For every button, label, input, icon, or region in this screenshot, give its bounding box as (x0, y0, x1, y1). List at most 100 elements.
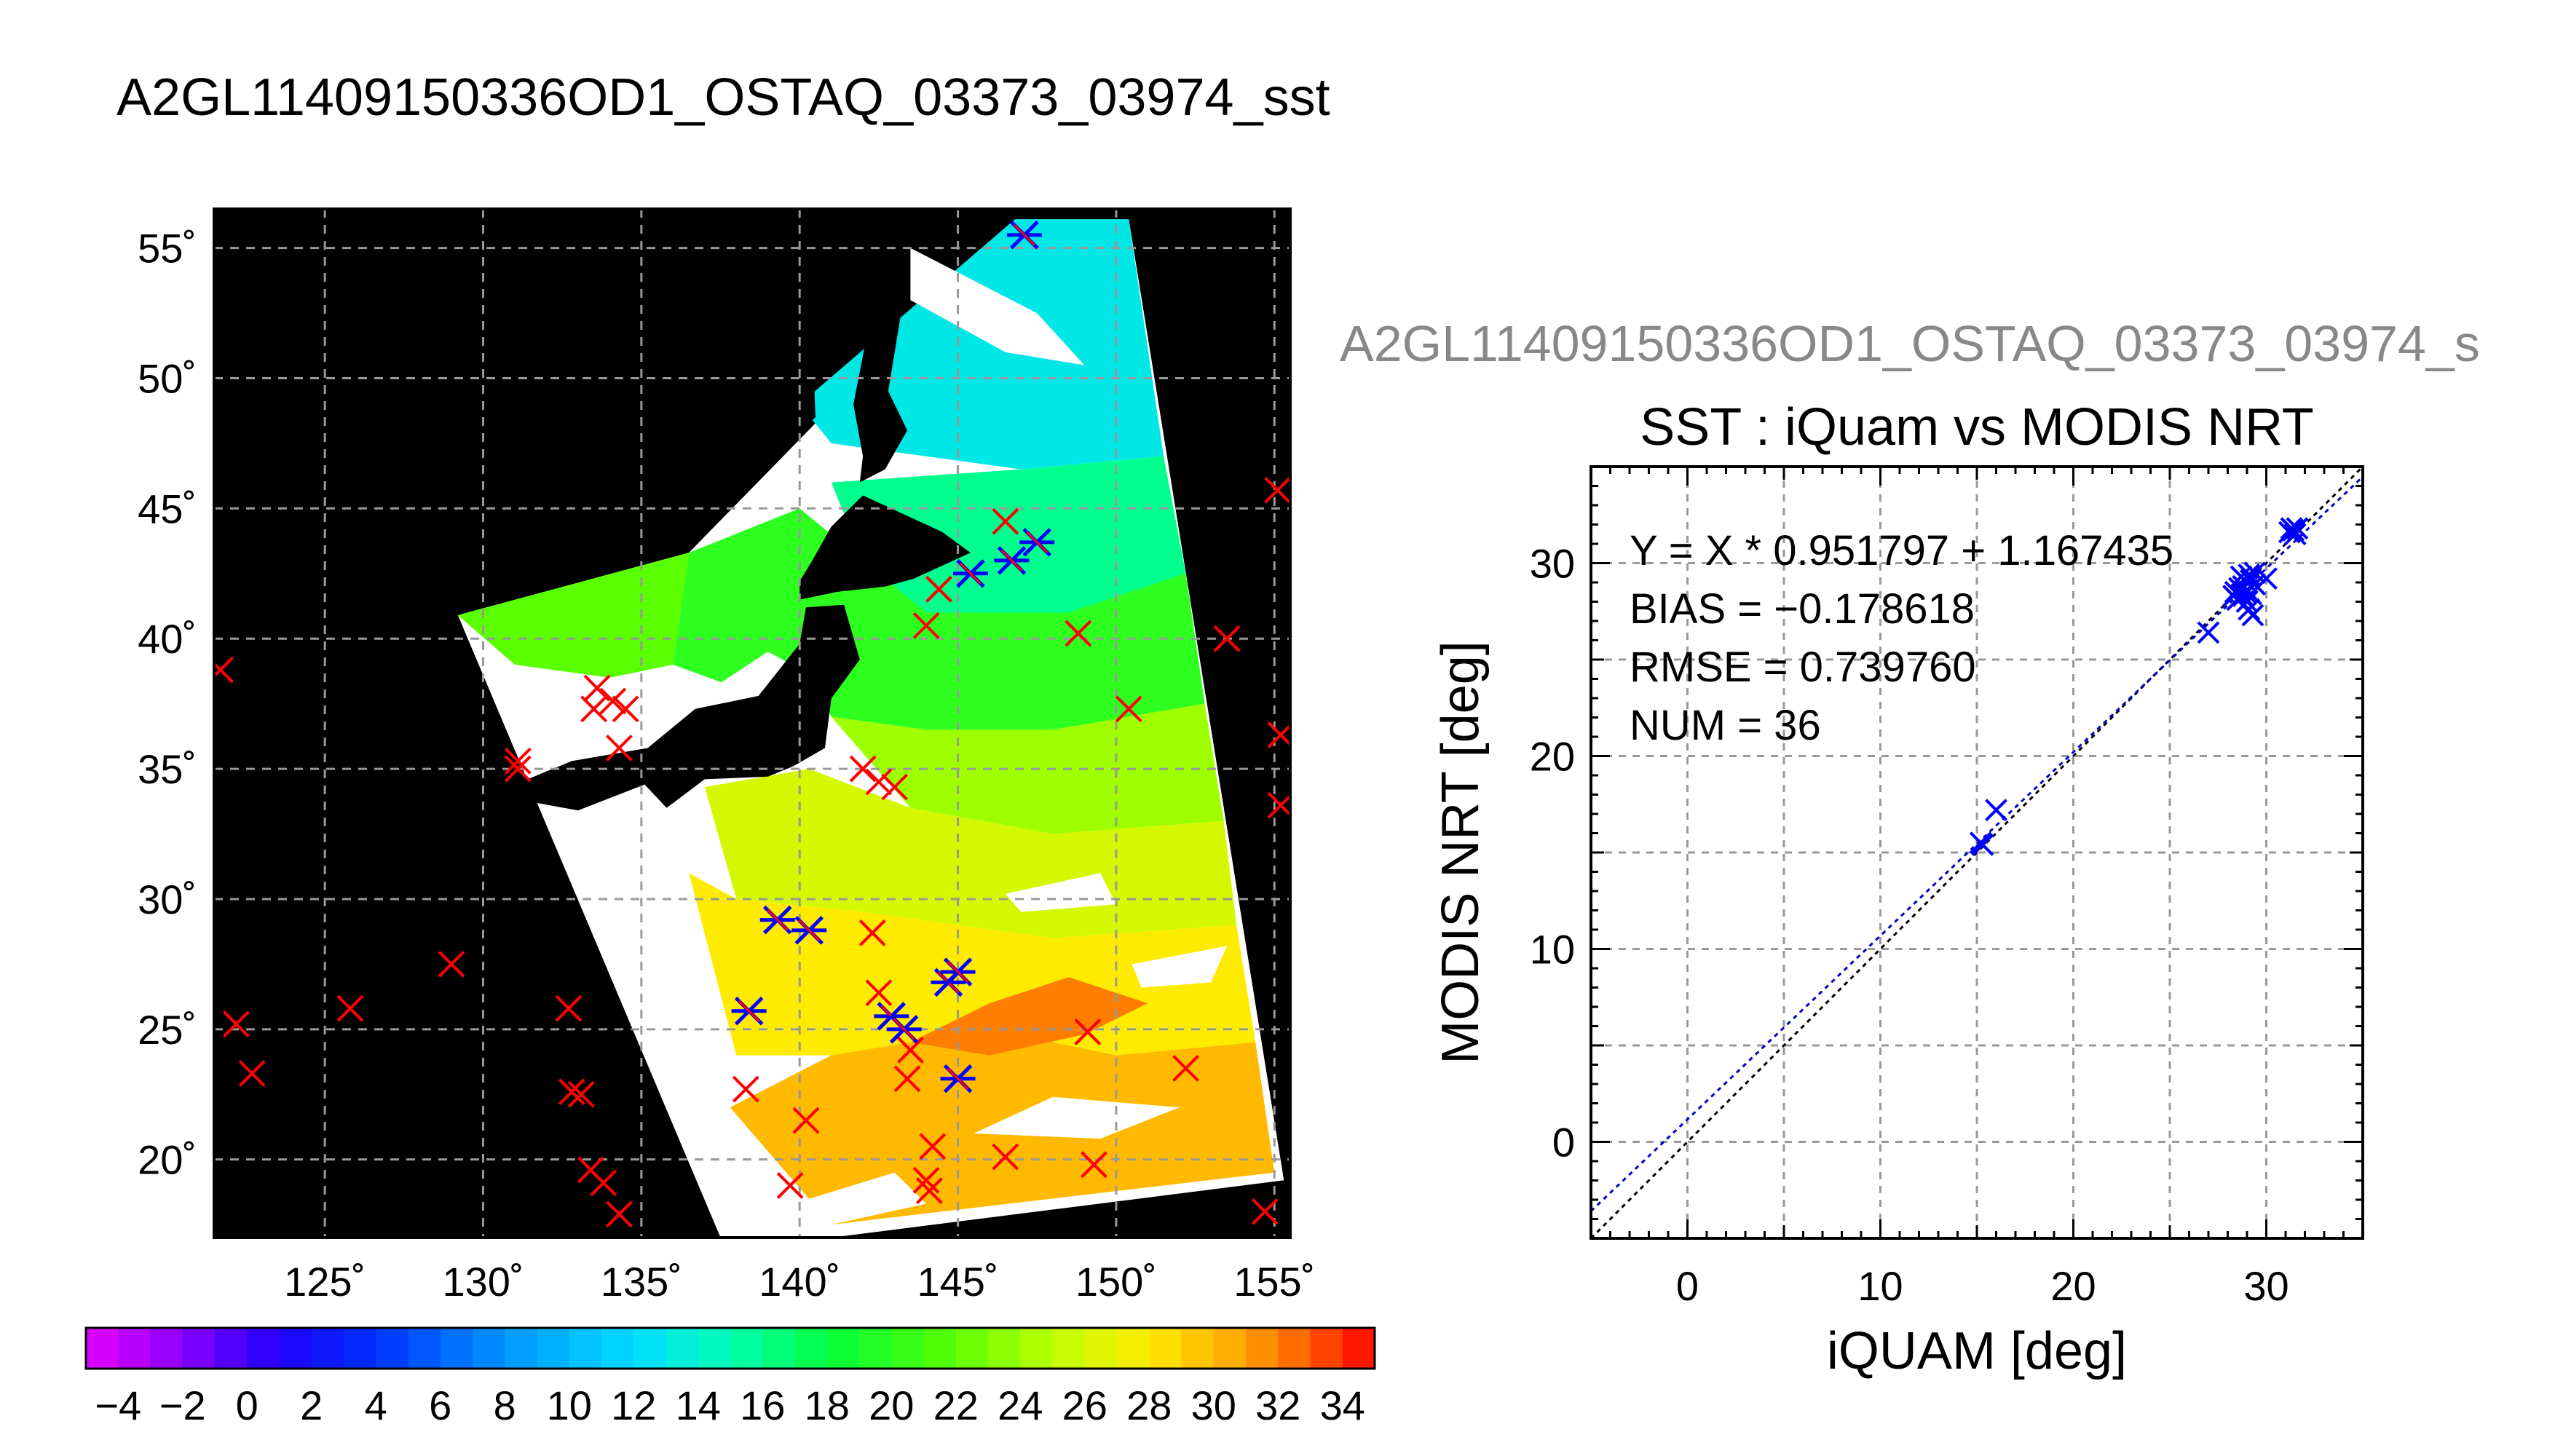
fit-statistic-line: RMSE = 0.739760 (1630, 644, 1976, 691)
sst-colorbar: −4 −2 0 2 4 6 8 10 12 14 16 18 20 22 24 26 28 30 32 34 (84, 1326, 1376, 1428)
scatter-point (2197, 621, 2220, 644)
map-x-tick-label: 130˚ (442, 1259, 524, 1305)
map-x-tick-label: 150˚ (1075, 1259, 1157, 1305)
buoy-marker (606, 1200, 633, 1228)
buoy-marker (776, 1172, 804, 1199)
map-y-tick-label: 50˚ (138, 356, 197, 402)
buoy-marker (504, 755, 532, 783)
colorbar-cell (601, 1328, 634, 1369)
cloud-mask (1005, 873, 1116, 912)
colorbar-cell (633, 1328, 667, 1369)
scatter-point (2283, 523, 2307, 546)
buoy-marker (438, 950, 465, 978)
buoy-marker (223, 1010, 250, 1038)
sst-zone (910, 977, 1148, 1056)
buoy-marker (912, 612, 940, 639)
colorbar-cell (859, 1328, 892, 1369)
sst-map-panel: 125˚ 130˚ 135˚ 140˚ 145˚ 150˚ 155˚ 20˚ 25˚ 30˚ 35… (138, 207, 1315, 1305)
colorbar-tick-label: −2 (159, 1382, 206, 1428)
map-y-tick-label: 40˚ (138, 616, 197, 662)
fit-statistic-line: NUM = 36 (1630, 702, 1821, 749)
colorbar-cell (247, 1328, 280, 1369)
colorbar-cell (730, 1328, 763, 1369)
buoy-marker (606, 735, 633, 761)
sst-zone (457, 553, 690, 678)
land-hokkaido (799, 495, 971, 600)
colorbar-cell (150, 1328, 183, 1369)
map-x-tick-label: 135˚ (601, 1259, 682, 1305)
buoy-marker (992, 1143, 1019, 1171)
scatter-x-axis-label: iQUAM [deg] (1827, 1322, 2127, 1380)
map-frame (213, 207, 1292, 1239)
buoy-marker (1115, 695, 1142, 723)
colorbar-tick-label: 30 (1191, 1382, 1236, 1428)
map-y-tick-label: 55˚ (138, 226, 197, 272)
colorbar-tick-label: 14 (676, 1382, 721, 1428)
scatter-y-tick-label: 30 (1530, 541, 1575, 587)
colorbar-tick-label: 22 (933, 1382, 979, 1428)
matchup-marker (994, 546, 1030, 575)
buoy-marker (919, 1133, 947, 1160)
colorbar-cell (1213, 1328, 1247, 1369)
scatter-point (1985, 799, 2007, 822)
buoy-marker (865, 979, 893, 1007)
buoy-marker (925, 575, 952, 603)
colorbar-cell (762, 1328, 796, 1369)
scatter-point (2239, 582, 2262, 606)
matchup-marker (731, 997, 767, 1026)
map-x-tick-labels: 125˚ 130˚ 135˚ 140˚ 145˚ 150˚ 155˚ (284, 1259, 1315, 1305)
buoy-marker (599, 687, 627, 715)
scatter-plot-panel: SST : iQuam vs MODIS NRT 0 10 20 300102030 … (1431, 398, 2364, 1380)
matchup-marker (940, 1064, 976, 1093)
buoy-marker (612, 695, 639, 723)
cloud-mask (974, 1096, 1180, 1139)
colorbar-cell (344, 1328, 376, 1369)
colorbar-cell (279, 1328, 312, 1369)
fit-statistic-line: Y = X * 0.951797 + 1.167435 (1630, 527, 2173, 574)
buoy-marker (1264, 476, 1290, 504)
buoy-marker (865, 768, 893, 796)
colorbar-frame (84, 1326, 1376, 1370)
colorbar-cell (826, 1328, 860, 1369)
colorbar-tick-label: 28 (1126, 1382, 1172, 1428)
colorbar-tick-label: 2 (300, 1382, 323, 1428)
scatter-x-tick-label: 30 (2243, 1263, 2289, 1309)
map-y-tick-label: 25˚ (138, 1007, 197, 1053)
colorbar-cell (118, 1328, 151, 1369)
colorbar-cell (1246, 1328, 1279, 1369)
matchup-marker (1019, 528, 1055, 557)
colorbar-cell (182, 1328, 216, 1369)
land-sakhalin (853, 266, 907, 483)
land-honshu (515, 604, 860, 811)
sst-zone (831, 703, 1224, 834)
buoy-marker (583, 674, 611, 702)
buoy-marker (896, 1037, 924, 1064)
colorbar-cell (666, 1328, 699, 1369)
map-y-tick-label: 30˚ (138, 877, 197, 922)
colorbar-cell (1020, 1328, 1054, 1369)
colorbar-cell (505, 1328, 538, 1369)
map-x-tick-label: 155˚ (1233, 1259, 1315, 1305)
colorbar-cell (1052, 1328, 1086, 1369)
colorbar-tick-label: 8 (494, 1382, 516, 1428)
colorbar-tick-label: 26 (1062, 1382, 1107, 1428)
cloud-mask (1132, 946, 1228, 988)
main-title: A2GL11409150336OD1_OSTAQ_03373_03974_sst (117, 68, 1330, 127)
buoy-marker (792, 1107, 820, 1134)
sst-zone (673, 508, 1205, 730)
scatter-point (2286, 517, 2309, 540)
matchup-marker (940, 957, 976, 986)
matchup-marker (886, 1015, 922, 1044)
buoy-marker (858, 919, 886, 946)
fit-statistic-line: BIAS = −0.178618 (1630, 585, 1975, 633)
colorbar-cell (891, 1328, 925, 1369)
buoy-marker (504, 747, 532, 775)
scatter-x-tick-label: 20 (2050, 1263, 2096, 1309)
colorbar-cell (1149, 1328, 1182, 1369)
scatter-point (2241, 604, 2264, 627)
scatter-x-tick-label: 10 (1857, 1263, 1903, 1309)
colorbar-cell (215, 1328, 248, 1369)
matchup-marker (952, 559, 988, 588)
colorbar-tick-label: 6 (429, 1382, 451, 1428)
